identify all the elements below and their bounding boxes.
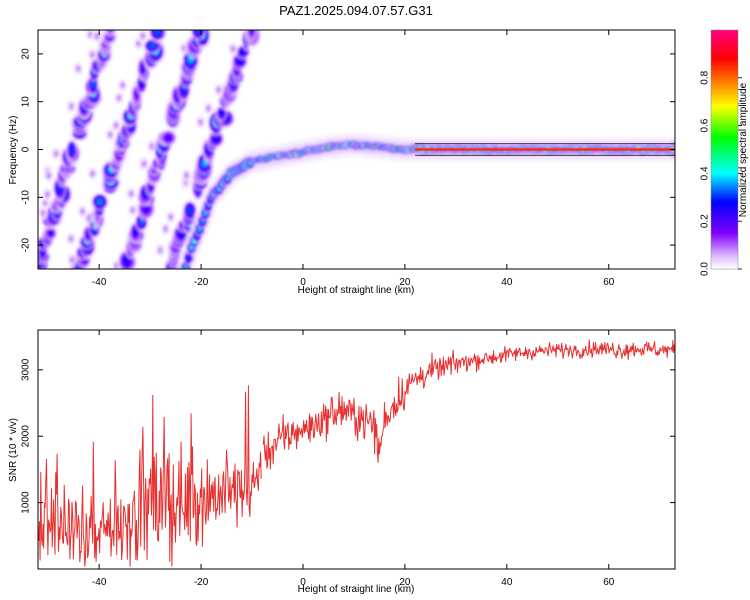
spectrogram-y-ticks: -20 -10 0 10 20 — [21, 48, 675, 252]
x-tick-label: 60 — [603, 577, 615, 588]
x-tick-label: 20 — [399, 577, 411, 588]
spectrogram-cell — [187, 206, 193, 215]
x-tick-label: 40 — [501, 577, 513, 588]
y-tick-label: -20 — [21, 237, 32, 252]
spectrogram-cell — [80, 209, 85, 214]
spectrogram-cell — [198, 119, 203, 125]
spectrogram-cell — [231, 46, 235, 52]
main-tone-edge — [415, 143, 675, 156]
snr-y-label: SNR (10 * v/v) — [8, 418, 19, 482]
snr-panel: -40 -20 0 20 40 60 1000 2000 3000 Height of str… — [8, 329, 676, 595]
spectrogram-panel: -40 -20 0 20 40 60 -20 -10 0 10 20 Height of stra… — [8, 29, 676, 296]
spectrogram-cell — [96, 198, 103, 205]
colorbar-ticks: 0.0 0.2 0.4 0.6 0.8 — [700, 70, 742, 276]
spectrogram-cell — [54, 151, 58, 157]
spectrogram-cell — [133, 228, 138, 236]
colorbar-tick-label: 0.6 — [700, 118, 711, 132]
figure-title: PAZ1.2025.094.07.57.G31 — [279, 3, 433, 18]
snr-y-ticks: 1000 2000 3000 — [21, 358, 675, 514]
colorbar-tick-label: 0.0 — [700, 262, 711, 276]
snr-background — [38, 330, 675, 569]
y-tick-label: 3000 — [21, 358, 32, 381]
spectrogram-cell — [168, 214, 173, 220]
x-tick-label: 40 — [501, 277, 513, 288]
y-tick-label: -10 — [21, 190, 32, 205]
spectrogram-cell — [117, 95, 121, 101]
spectrogram-cell — [90, 171, 95, 177]
x-tick-label: -20 — [194, 577, 209, 588]
y-tick-label: 1000 — [21, 491, 32, 514]
spectrogram-cell — [186, 255, 191, 261]
colorbar-tick-label: 0.2 — [700, 214, 711, 228]
colorbar-gradient — [711, 30, 738, 269]
spectrogram-cell — [41, 210, 45, 216]
spectrogram-cell — [69, 236, 73, 242]
spectrogram-cell — [69, 146, 74, 154]
colorbar-frame — [710, 29, 739, 270]
y-tick-label: 10 — [21, 96, 32, 108]
spectrogram-cell — [249, 30, 254, 35]
spectrogram-cell — [129, 191, 134, 197]
spectrogram-cell — [136, 41, 141, 46]
spectrogram-cell — [70, 257, 74, 263]
snr-series-line — [38, 339, 675, 567]
spectrogram-cell — [94, 33, 99, 39]
spectrogram-cell — [90, 52, 95, 58]
spectrogram-cell — [141, 33, 145, 39]
spectrogram-cell — [120, 82, 125, 88]
x-tick-label: 0 — [300, 577, 306, 588]
spectrogram-cell — [219, 110, 224, 116]
spectrogram-cell — [183, 265, 188, 269]
colorbar: 0.0 0.2 0.4 0.6 0.8 Normalized spectral ampl… — [700, 29, 749, 276]
spectrogram-cell — [91, 79, 96, 89]
spectrogram-cell — [76, 66, 80, 72]
x-tick-label: -20 — [194, 277, 209, 288]
spectrogram-cell — [69, 104, 74, 109]
spectrogram-x-label: Height of straight line (km) — [298, 285, 415, 296]
spectrogram-cell — [114, 122, 118, 128]
colorbar-tick-label: 0.8 — [700, 70, 711, 84]
colorbar-tick-label: 0.4 — [700, 166, 711, 180]
spectrogram-cell — [206, 105, 211, 111]
spectrogram-cell — [240, 49, 246, 55]
snr-frame — [37, 329, 676, 570]
x-tick-label: 20 — [399, 277, 411, 288]
spectrogram-cell — [86, 215, 91, 221]
x-tick-label: 60 — [603, 277, 615, 288]
spectrogram-cell — [142, 161, 147, 167]
snr-x-label: Height of straight line (km) — [298, 584, 415, 595]
y-tick-label: 0 — [21, 146, 32, 152]
spectrogram-cell — [107, 30, 115, 33]
spectrogram-cell — [216, 87, 221, 93]
spectrogram-cell — [195, 30, 201, 34]
spectrogram-cell — [130, 207, 135, 213]
y-tick-label: 2000 — [21, 425, 32, 448]
spectrogram-cell — [184, 172, 189, 178]
x-tick-label: 0 — [300, 277, 306, 288]
y-tick-label: 20 — [21, 48, 32, 60]
spectrogram-cell — [213, 135, 220, 142]
spectrogram-cell — [48, 230, 53, 236]
spectrogram-cell — [46, 173, 51, 179]
spectrogram-cell — [149, 143, 154, 149]
spectrogram-cell — [154, 30, 161, 36]
spectrogram-cell — [123, 256, 131, 266]
x-tick-label: -40 — [92, 577, 107, 588]
spectrogram-cell — [158, 247, 163, 253]
colorbar-label: Normalized spectral amplitude — [738, 82, 749, 217]
spectrogram-cell — [165, 134, 172, 141]
snr-x-ticks: -40 -20 0 20 40 60 — [92, 330, 615, 588]
spectrogram-marks — [38, 30, 675, 269]
spectrogram-cell — [140, 64, 145, 73]
spectrogram-cell — [109, 30, 112, 31]
x-tick-label: -40 — [92, 277, 107, 288]
snr-marks — [38, 339, 675, 567]
spectrogram-x-ticks: -40 -20 0 20 40 60 — [92, 30, 615, 288]
spectrogram-cell — [45, 192, 50, 197]
spectrogram-y-label: Frequency (Hz) — [8, 116, 19, 185]
spectrogram-cell — [163, 226, 168, 232]
spectrogram-cell — [149, 43, 156, 49]
spectrogram-cell — [108, 132, 113, 138]
